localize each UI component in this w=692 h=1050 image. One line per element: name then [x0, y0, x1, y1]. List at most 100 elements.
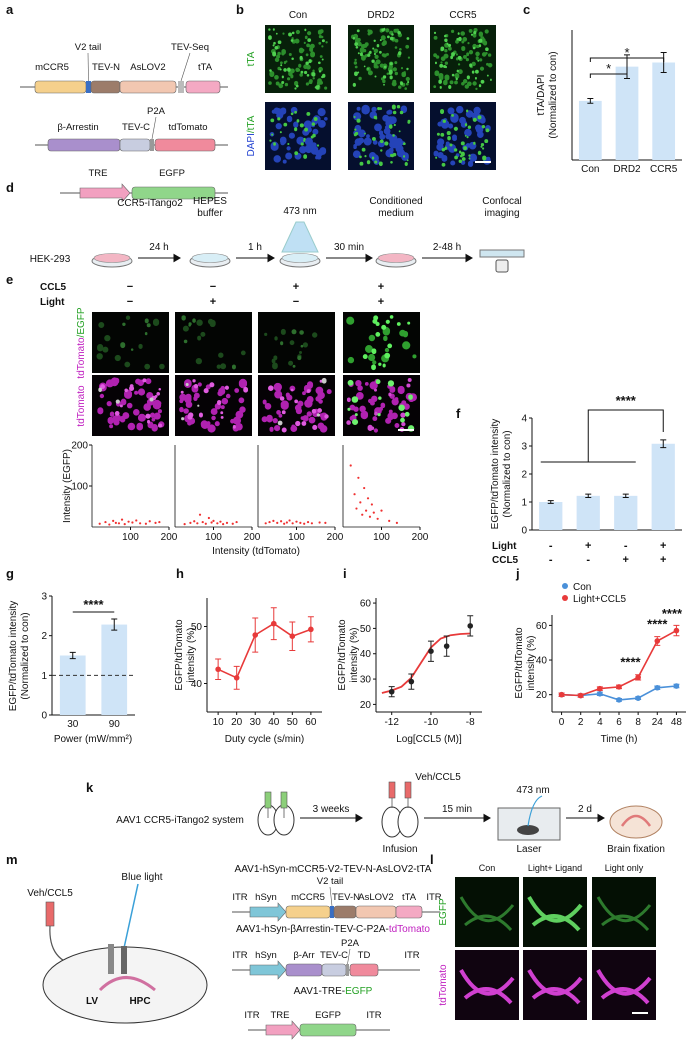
arrow-head: [597, 813, 605, 823]
column-label: Light only: [605, 863, 644, 873]
tissue-signal: [527, 896, 583, 932]
scatter-point: [135, 519, 138, 522]
y-axis-label: Intensity (EGFP): [62, 449, 73, 523]
significance-label: *: [606, 61, 611, 76]
bar: [59, 655, 86, 715]
x-tick-label: 40: [268, 717, 280, 728]
element-label: TEV-N: [332, 892, 360, 903]
data-point: [673, 627, 680, 634]
cell-signal: [261, 381, 332, 433]
scatter-point: [395, 521, 398, 525]
scatter-point: [368, 515, 372, 518]
y-tick-label: 50: [191, 622, 203, 633]
data-point: [616, 684, 622, 690]
data-point: [616, 697, 622, 703]
x-tick-label: 30: [250, 717, 262, 728]
x-tick-label: 4: [597, 717, 603, 728]
arrow-head: [173, 253, 181, 263]
data-point: [635, 695, 641, 701]
element-label: AsLOV2: [130, 62, 165, 73]
column-label: Con: [479, 863, 496, 873]
scatter-point: [204, 522, 207, 525]
scatter-point: [363, 486, 366, 490]
x-tick-label: 50: [287, 717, 299, 728]
arrow-head: [267, 253, 275, 263]
light-label: Blue light: [121, 872, 162, 883]
scatter-point: [114, 521, 117, 525]
micrograph: [592, 877, 656, 947]
element-label: EGFP: [315, 1010, 341, 1021]
gene-element: [154, 138, 216, 152]
panel-letter: b: [236, 2, 244, 17]
panel-letter: d: [6, 180, 14, 195]
column-label: DRD2: [367, 10, 395, 21]
element-label: ITR: [232, 892, 247, 903]
cell-signal: [351, 28, 411, 90]
arrow-head: [355, 813, 363, 823]
tissue-signal: [596, 896, 652, 932]
stage-label: medium: [378, 208, 414, 219]
cell-signal: [269, 106, 328, 164]
column-label: Light+ Ligand: [528, 863, 582, 873]
promoter-element: [79, 183, 131, 203]
condition-level: +: [293, 281, 299, 293]
error-bar: [585, 493, 592, 499]
scatter-point: [359, 501, 362, 504]
scatter-point: [380, 509, 383, 512]
label-part: EGFP: [345, 986, 373, 997]
element-label: TEV-C: [320, 950, 348, 961]
panel-letter: e: [6, 272, 13, 287]
gene-element: [86, 81, 91, 93]
scatter-point: [361, 513, 364, 516]
step-label: 15 min: [442, 804, 472, 815]
y-tick-label: 1: [41, 671, 47, 682]
series-line: [217, 622, 312, 679]
y-tick-label: 0: [521, 526, 527, 537]
scatter-point: [158, 520, 161, 524]
panel-letter: f: [456, 406, 461, 421]
stage-label: imaging: [484, 208, 519, 219]
region-label: HPC: [129, 996, 150, 1007]
tissue-signal: [459, 896, 515, 932]
element-label: mCCR5: [35, 62, 69, 73]
gene-element: [178, 81, 184, 93]
scatter-point: [120, 518, 124, 521]
mouse: [517, 825, 539, 835]
scatter-point: [210, 521, 213, 524]
condition-level: −: [293, 296, 299, 308]
stage-label: buffer: [197, 208, 223, 219]
label-part: AAV1-hSyn-mCCR5-V2-TEV-N-AsLOV2-tTA: [235, 864, 432, 875]
y-tick-label: 20: [536, 690, 548, 701]
scatter-point: [264, 522, 267, 525]
y-axis-label: (Normalized to con): [548, 51, 559, 138]
construct-title: AAV1-hSyn-mCCR5-V2-TEV-N-AsLOV2-tTA: [235, 864, 432, 875]
micrograph: [258, 312, 335, 373]
stage-label: Laser: [516, 844, 542, 855]
y-tick-label: 40: [191, 679, 203, 690]
y-tick-label: 50: [360, 624, 372, 635]
bar: [578, 100, 602, 160]
label-part: /tTA: [246, 115, 257, 133]
scatter-point: [98, 522, 101, 525]
y-axis-label: EGFP/tdTomato: [514, 627, 525, 699]
gene-element: [150, 139, 154, 151]
condition-level: +: [660, 540, 666, 552]
condition-level: -: [549, 540, 553, 552]
y-tick-label: 40: [360, 649, 372, 660]
syringe: [45, 901, 55, 927]
condition-level: +: [378, 296, 384, 308]
x-tick-label: 24: [652, 717, 664, 728]
gene-element: [346, 964, 349, 976]
syringe: [388, 781, 396, 799]
x-tick-label: 200: [327, 532, 344, 543]
y-axis-label: EGFP/tdTomato intensity: [8, 601, 19, 712]
x-tick-label: 100: [122, 532, 139, 543]
element-label: ITR: [404, 950, 419, 961]
stage-label: 473 nm: [283, 206, 316, 217]
element-label: ITR: [426, 892, 441, 903]
row-label: tdTomato: [76, 385, 87, 427]
brain-sagittal: [609, 805, 663, 839]
optic-fiber: [123, 883, 139, 949]
scatter-point: [268, 520, 271, 524]
cell-signal: [435, 109, 490, 167]
